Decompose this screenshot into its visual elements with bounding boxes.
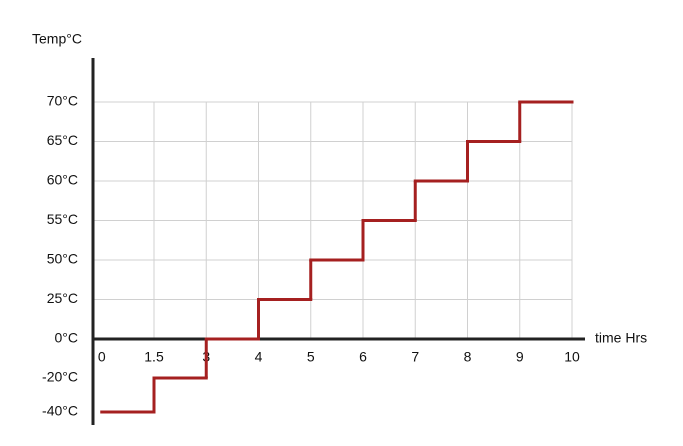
y-axis-title: Temp°C	[32, 31, 82, 47]
y-tick-label: 65°C	[47, 132, 78, 148]
y-tick-label: 0°C	[55, 330, 79, 346]
x-tick-label: 10	[564, 349, 580, 365]
x-tick-label: 6	[359, 349, 367, 365]
y-tick-label: -40°C	[42, 403, 78, 419]
y-tick-label: 70°C	[47, 93, 78, 109]
x-tick-label: 4	[255, 349, 263, 365]
y-tick-label: 25°C	[47, 290, 78, 306]
x-tick-label: 0	[98, 349, 106, 365]
x-tick-label: 1.5	[144, 349, 164, 365]
y-tick-label: -20°C	[42, 369, 78, 385]
y-tick-label: 55°C	[47, 211, 78, 227]
x-tick-label: 7	[411, 349, 419, 365]
x-tick-label: 9	[516, 349, 524, 365]
y-tick-label: 60°C	[47, 172, 78, 188]
x-axis-title: time Hrs	[595, 330, 647, 346]
y-tick-label: 50°C	[47, 251, 78, 267]
x-tick-label: 5	[307, 349, 315, 365]
x-tick-label: 8	[464, 349, 472, 365]
